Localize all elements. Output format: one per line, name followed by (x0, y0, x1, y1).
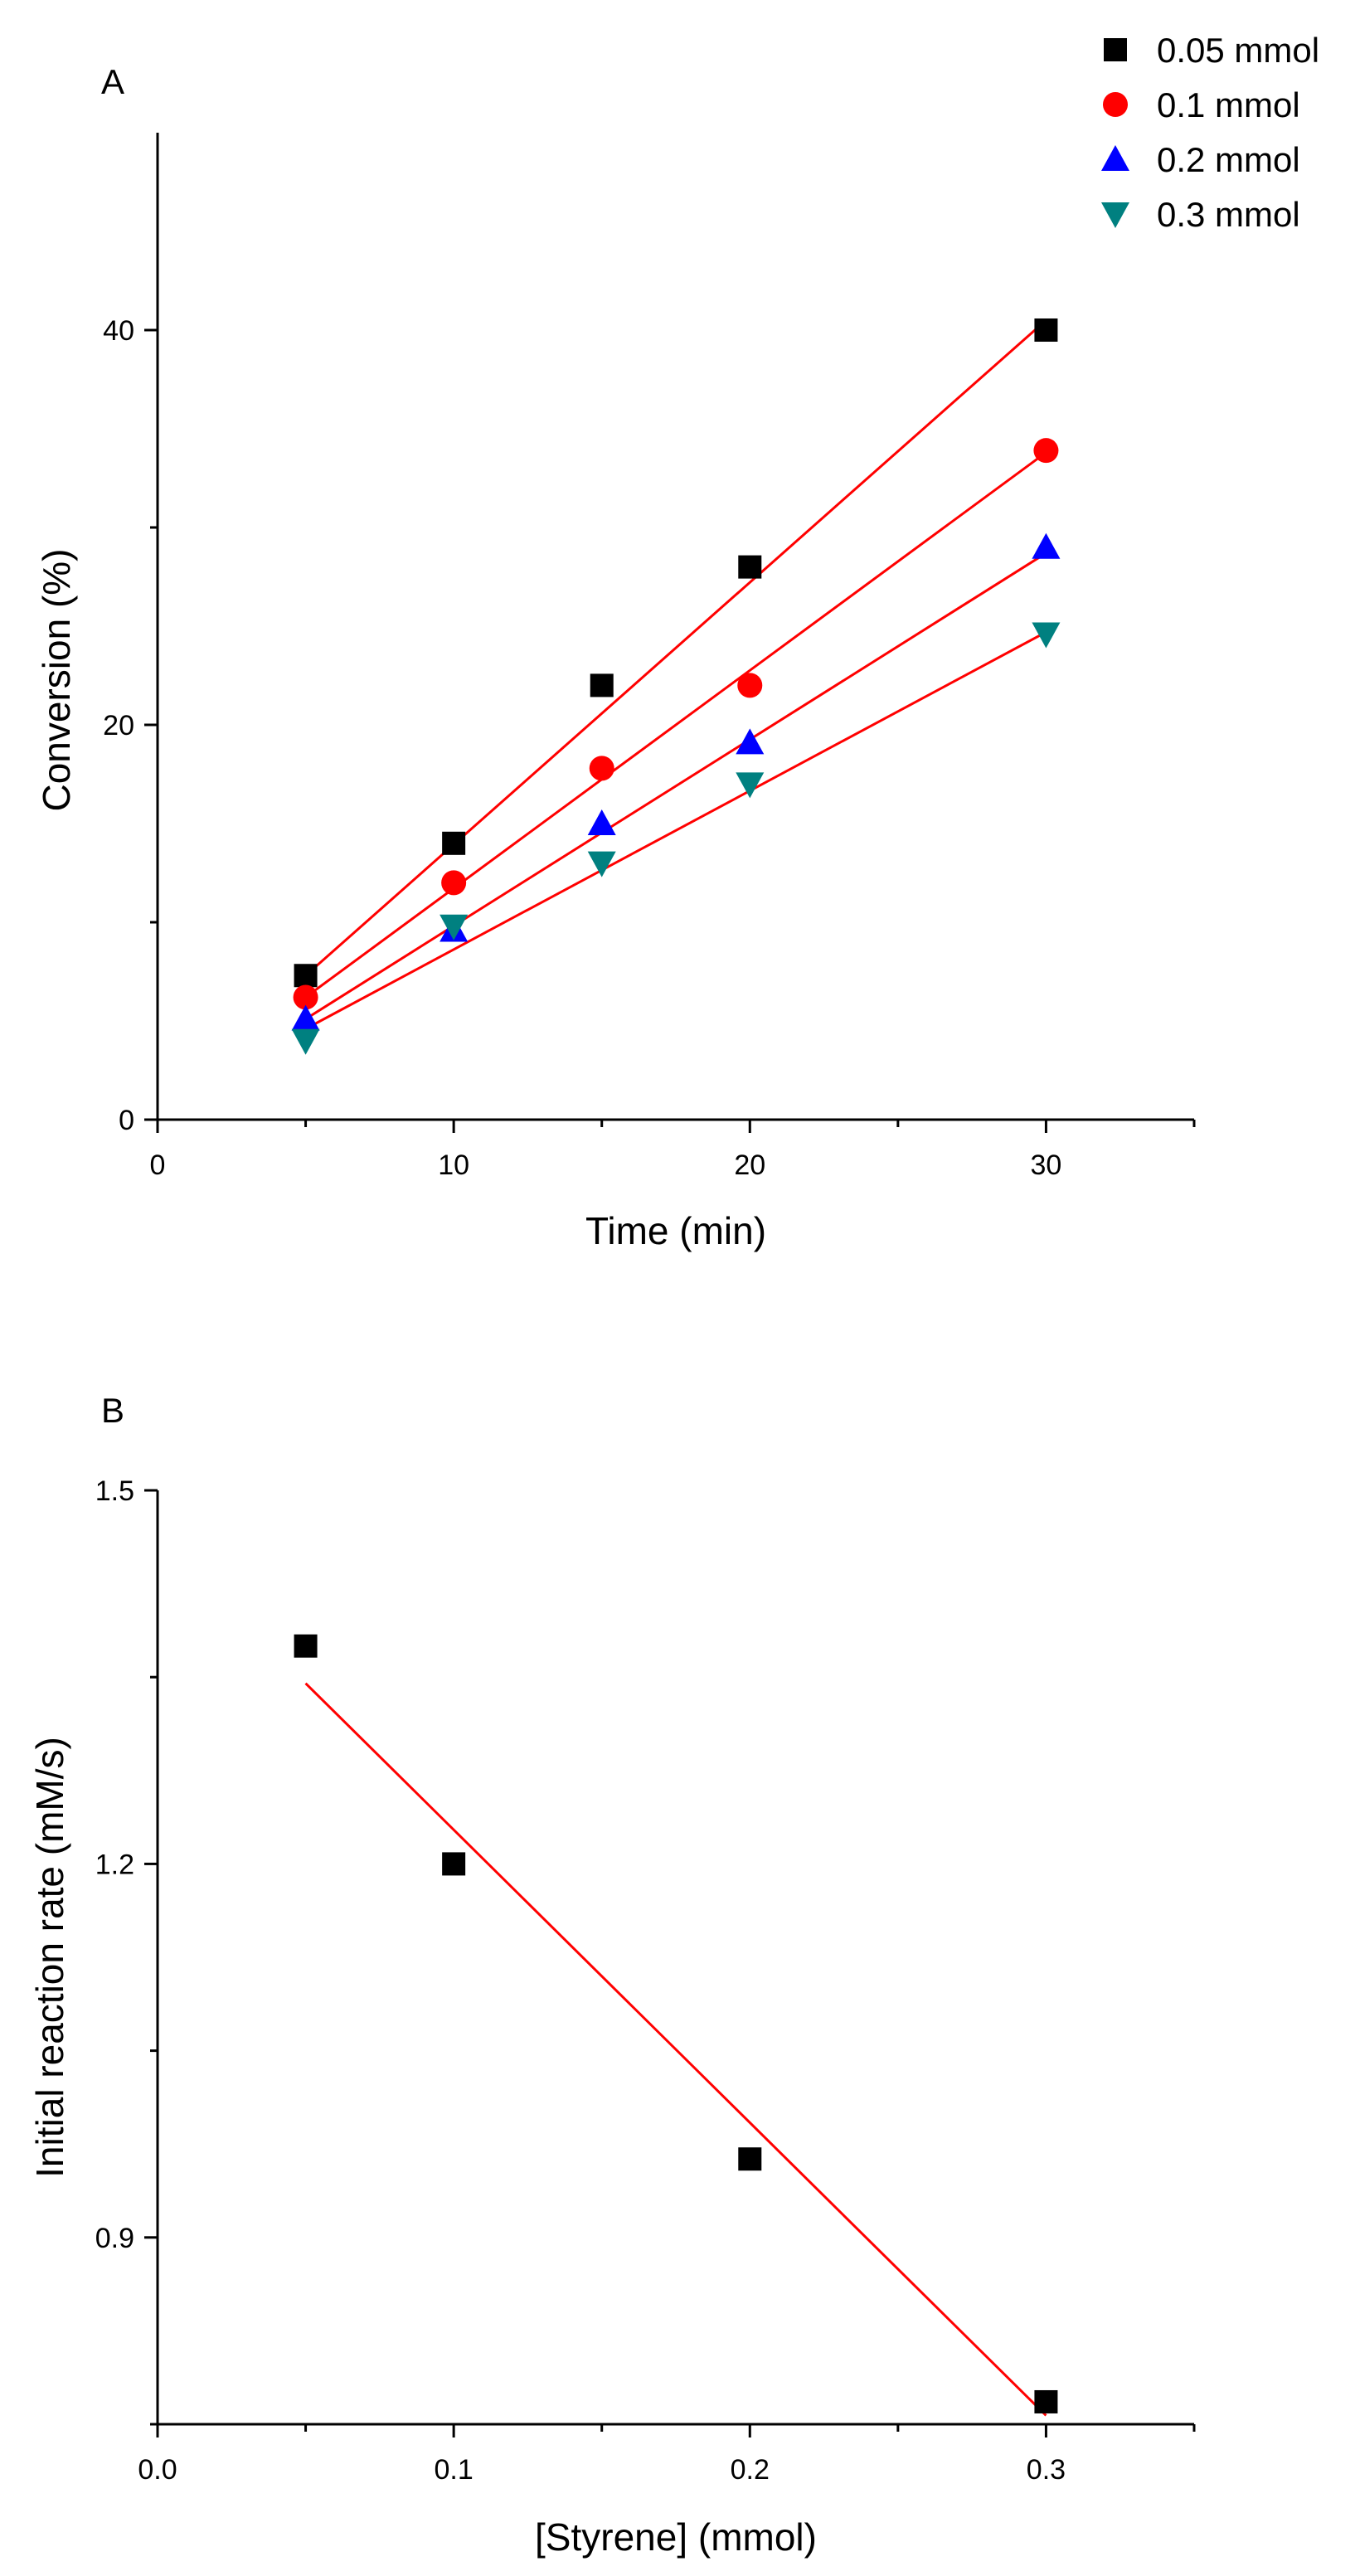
panel-b-x-axis-title: [Styrene] (mmol) (535, 2515, 817, 2559)
panel-a-fit-line (304, 451, 1047, 999)
panel-a-data-point (440, 914, 469, 940)
panel-a-data-point (293, 984, 318, 1010)
panel-a-data-point (738, 555, 762, 579)
panel-b-y-axis-title: Initial reaction rate (mM/s) (28, 1737, 71, 2178)
panel-a-data-point (294, 964, 318, 988)
legend-label: 0.05 mmol (1157, 31, 1319, 70)
panel-a-x-axis-title: Time (min) (585, 1209, 766, 1252)
panel-a-data-point (736, 772, 765, 799)
panel-a-y-tick-label: 0 (119, 1105, 134, 1136)
panel-a-data-point (587, 809, 616, 835)
legend-marker (1101, 202, 1129, 228)
panel-a-x-tick-label: 10 (438, 1149, 469, 1181)
panel-a-data-point (737, 673, 763, 698)
panel-b: B 0.0 0.1 0.2 0.3 0.9 1.2 1.5 [Styrene] (mmol)… (28, 1391, 1196, 2559)
panel-a-x-tick-label: 30 (1031, 1149, 1062, 1181)
panel-a-data-point (1033, 438, 1059, 464)
panel-b-fit-lines (304, 1682, 1047, 2417)
panel-b-x-tick-label: 0.1 (435, 2454, 474, 2486)
panel-b-data-point (1034, 2389, 1058, 2413)
panel-b-data-point (442, 1852, 466, 1876)
panel-b-fit-line (304, 1682, 1047, 2417)
panel-a-data-point (589, 756, 614, 781)
panel-a-data-point (1034, 318, 1058, 342)
panel-b-x-tick-label: 0.2 (731, 2454, 770, 2486)
panel-a-x-tick-label: 0 (150, 1149, 166, 1181)
legend-marker (1103, 92, 1128, 117)
legend-label: 0.1 mmol (1157, 85, 1300, 124)
panel-a: A 0 10 20 30 0 20 40 Time (min) Conversion (%)… (35, 31, 1319, 1252)
legend-label: 0.2 mmol (1157, 140, 1300, 179)
panel-a-data-point (291, 1028, 320, 1055)
panel-b-ticks: 0.0 0.1 0.2 0.3 0.9 1.2 1.5 (95, 1475, 1196, 2486)
panel-b-y-tick-label: 0.9 (95, 2223, 134, 2254)
panel-a-data-point (442, 831, 466, 855)
panel-a-x-tick-label: 20 (734, 1149, 765, 1181)
panel-b-y-tick-label: 1.2 (95, 1849, 134, 1880)
panel-a-data-point (291, 1004, 320, 1031)
panel-b-y-tick-label: 1.5 (95, 1475, 134, 1507)
panel-a-legend: 0.05 mmol 0.1 mmol 0.2 mmol 0.3 mmol (1101, 31, 1319, 234)
panel-a-label: A (101, 62, 124, 101)
panel-a-data-point (587, 851, 616, 877)
legend-entry: 0.3 mmol (1101, 195, 1300, 234)
panel-a-fit-lines (304, 318, 1047, 1030)
legend-label: 0.3 mmol (1157, 195, 1300, 234)
panel-b-data-point (738, 2147, 762, 2171)
legend-entry: 0.05 mmol (1104, 31, 1319, 70)
panel-b-data-point (294, 1634, 318, 1658)
legend-entry: 0.1 mmol (1103, 85, 1300, 124)
panel-a-data-point (590, 673, 614, 697)
panel-a-data-point (441, 870, 467, 896)
panel-a-y-tick-label: 20 (103, 710, 134, 741)
panel-a-y-axis-title: Conversion (%) (35, 549, 78, 812)
panel-a-data-point (736, 728, 765, 755)
legend-entry: 0.2 mmol (1101, 140, 1300, 179)
panel-a-ticks: 0 10 20 30 0 20 40 (103, 315, 1196, 1181)
panel-a-data-points (291, 318, 1061, 1055)
legend-marker (1101, 145, 1129, 171)
panel-a-fit-line (304, 630, 1047, 1030)
legend-marker (1104, 38, 1127, 61)
panel-a-y-tick-label: 40 (103, 315, 134, 347)
panel-a-fit-line (304, 552, 1047, 1020)
panel-a-fit-line (304, 318, 1047, 977)
panel-a-data-point (1032, 622, 1061, 649)
panel-a-data-point (1032, 532, 1061, 559)
panel-b-label: B (101, 1391, 124, 1430)
panel-b-data-points (294, 1634, 1058, 2413)
panel-b-x-tick-label: 0.3 (1027, 2454, 1066, 2486)
panel-b-x-tick-label: 0.0 (138, 2454, 177, 2486)
